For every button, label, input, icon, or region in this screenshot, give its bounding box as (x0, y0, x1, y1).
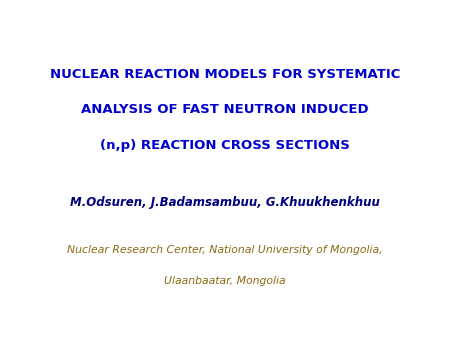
Text: ANALYSIS OF FAST NEUTRON INDUCED: ANALYSIS OF FAST NEUTRON INDUCED (81, 103, 369, 116)
Text: NUCLEAR REACTION MODELS FOR SYSTEMATIC: NUCLEAR REACTION MODELS FOR SYSTEMATIC (50, 68, 400, 81)
Text: (n,p) REACTION CROSS SECTIONS: (n,p) REACTION CROSS SECTIONS (100, 139, 350, 152)
Text: Nuclear Research Center, National University of Mongolia,: Nuclear Research Center, National Univer… (67, 245, 383, 255)
Text: Ulaanbaatar, Mongolia: Ulaanbaatar, Mongolia (164, 275, 286, 286)
Text: M.Odsuren, J.Badamsambuu, G.Khuukhenkhuu: M.Odsuren, J.Badamsambuu, G.Khuukhenkhuu (70, 196, 380, 209)
